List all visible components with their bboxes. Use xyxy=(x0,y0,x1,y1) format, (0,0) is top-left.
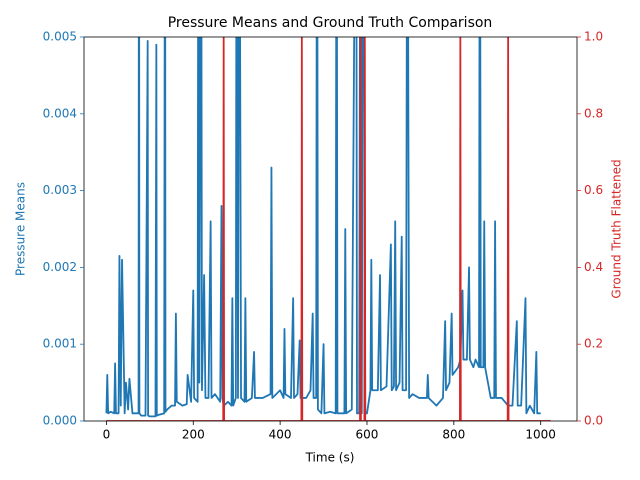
x-axis-label: Time (s) xyxy=(305,451,355,465)
y2-tick-label: 0.2 xyxy=(584,337,603,351)
x-tick-label: 200 xyxy=(182,428,205,442)
chart-title: Pressure Means and Ground Truth Comparis… xyxy=(168,15,493,31)
y-axis-label: Pressure Means xyxy=(14,182,28,276)
x-tick-label: 0 xyxy=(103,428,111,442)
y-tick-label: 0.004 xyxy=(43,106,77,120)
x-tick-label: 400 xyxy=(269,428,292,442)
x-tick-label: 1000 xyxy=(525,428,556,442)
y2-tick-label: 1.0 xyxy=(584,30,603,44)
plot-frame xyxy=(83,36,578,422)
y2-tick-label: 0.6 xyxy=(584,183,603,197)
x-tick-label: 600 xyxy=(356,428,379,442)
y2-tick-label: 0.0 xyxy=(584,414,603,428)
y-tick-label: 0.002 xyxy=(43,260,77,274)
y-tick-label: 0.001 xyxy=(43,337,77,351)
series-line xyxy=(105,37,541,418)
y2-tick-label: 0.8 xyxy=(584,106,603,120)
y-tick-label: 0.003 xyxy=(43,183,77,197)
y-tick-label: 0.000 xyxy=(43,414,77,428)
y-tick-label: 0.005 xyxy=(43,30,77,44)
y2-tick-label: 0.4 xyxy=(584,260,603,274)
plot-area xyxy=(105,37,551,421)
x-tick-label: 800 xyxy=(442,428,465,442)
y2-axis-label: Ground Truth Flattened xyxy=(610,159,624,298)
